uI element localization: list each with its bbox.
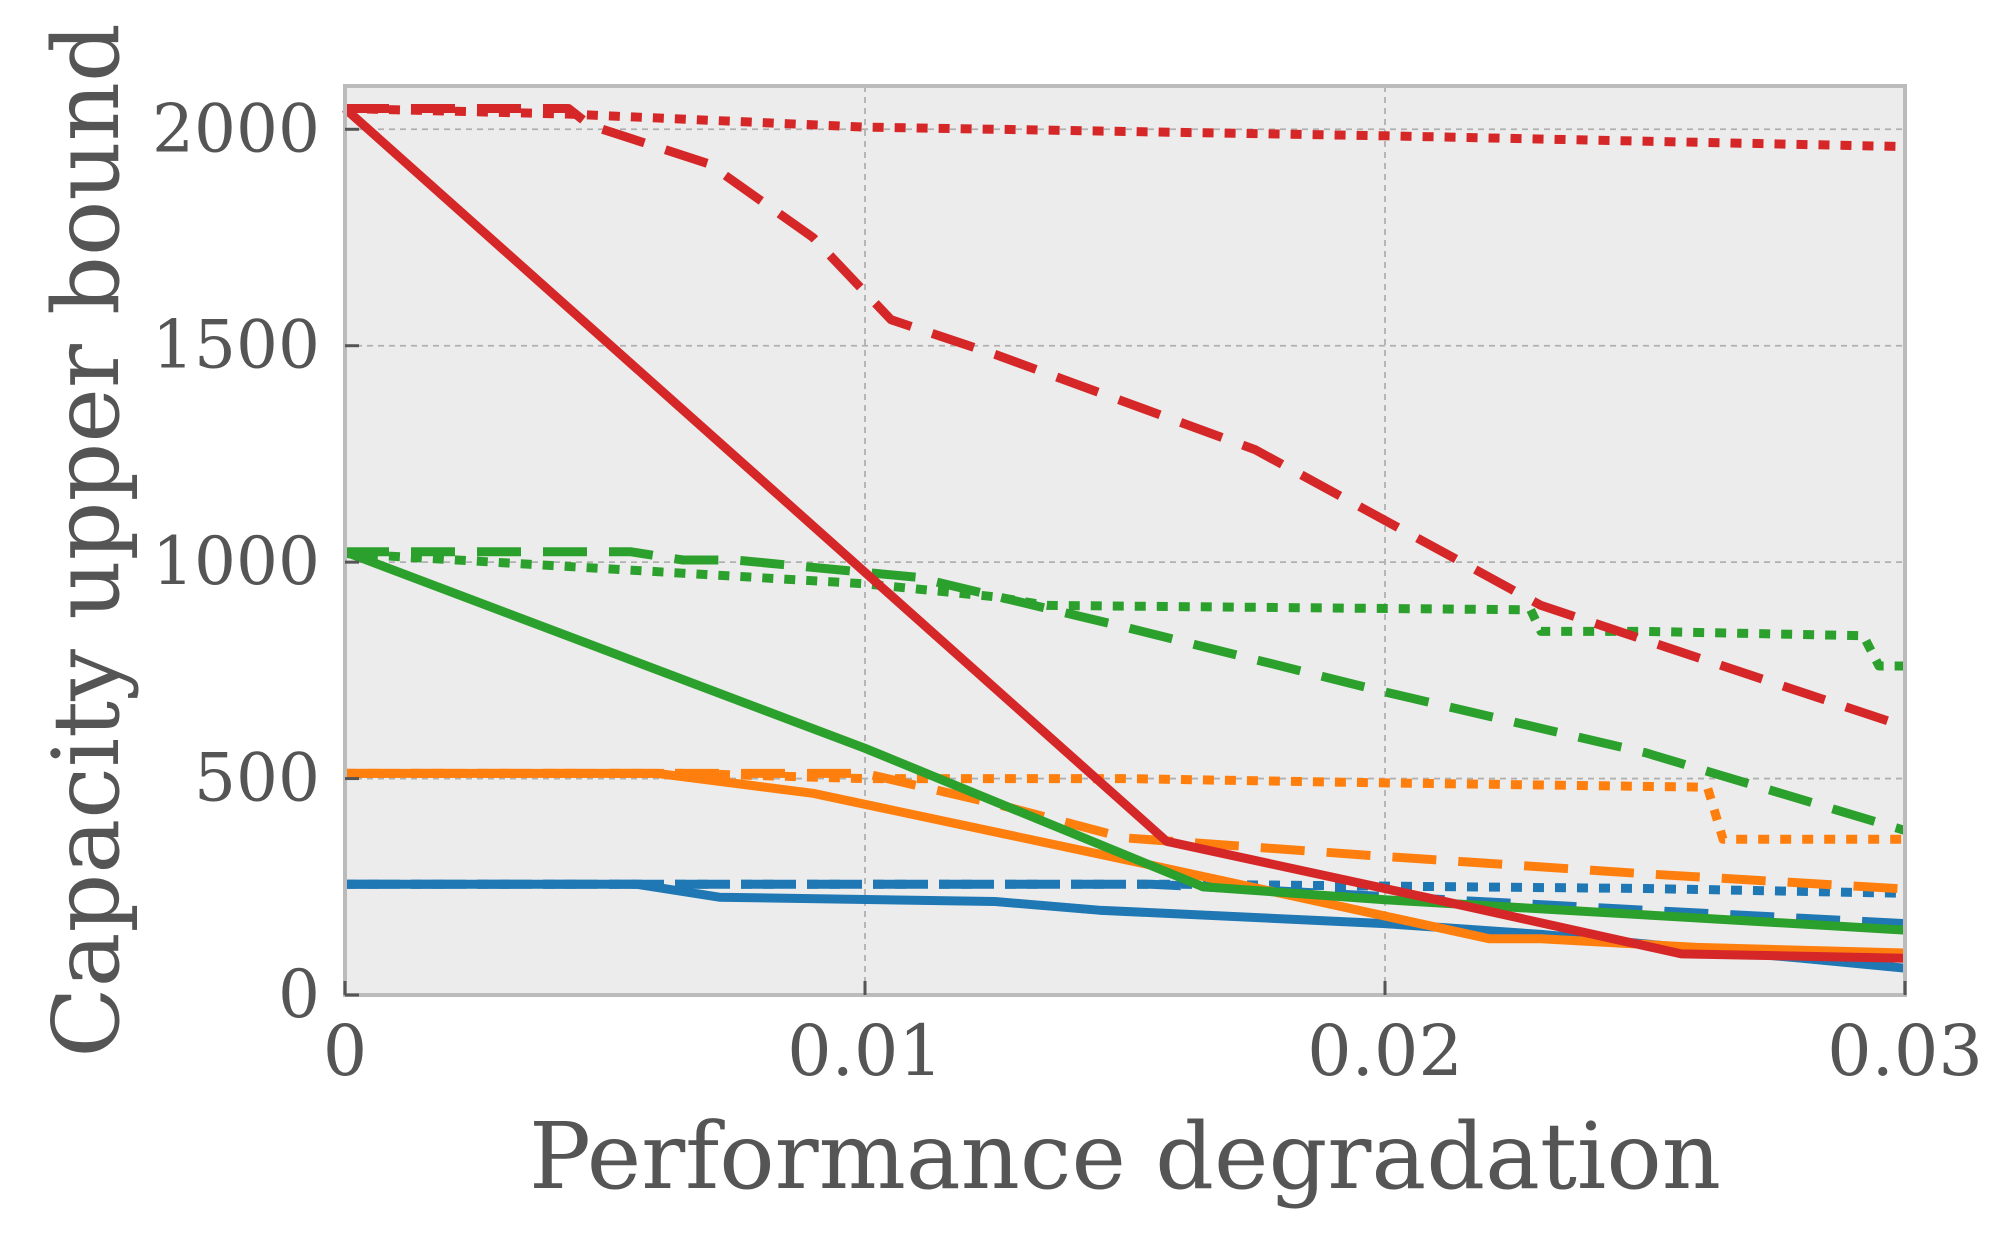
plot-area (345, 86, 1905, 995)
y-tick-label: 1500 (152, 307, 320, 384)
x-tick-label: 0.01 (787, 1010, 943, 1092)
series-line-red-dotted (344, 104, 1906, 152)
plot-frame (343, 84, 1907, 997)
series-line-green-dashed (345, 547, 1907, 835)
x-tick-label: 0 (323, 1010, 368, 1092)
y-tick-labels: 0 500 1000 1500 2000 (152, 90, 320, 1033)
y-axis-title: Capacity upper bound (33, 23, 140, 1058)
series-line-orange-dashed (345, 768, 1906, 894)
series-line-red-dashed (345, 104, 1907, 731)
series-line-blue-dotted (345, 879, 1906, 898)
tick-marks (343, 127, 1907, 997)
x-tick-label: 0.03 (1827, 1010, 1983, 1092)
series-layer (342, 104, 1907, 973)
x-tick-label: 0.02 (1307, 1010, 1463, 1092)
grid (345, 86, 1905, 995)
x-axis-title: Performance degradation (529, 1103, 1721, 1210)
series-line-orange-dotted (345, 768, 1905, 844)
y-tick-label: 2000 (152, 90, 320, 167)
series-line-green-solid (343, 547, 1906, 935)
x-tick-labels: 0 0.01 0.02 0.03 (323, 1010, 1983, 1092)
y-tick-label: 1000 (152, 523, 320, 600)
y-tick-label: 500 (194, 740, 320, 817)
y-tick-label: 0 (278, 956, 320, 1033)
series-line-red-solid (342, 105, 1906, 963)
